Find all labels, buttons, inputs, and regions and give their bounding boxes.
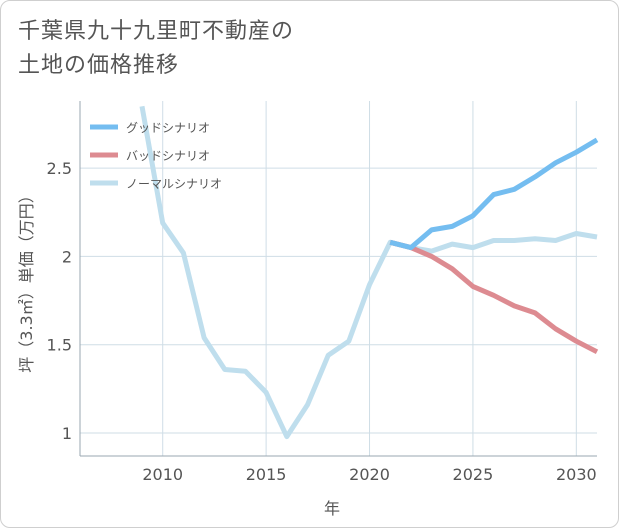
legend-label: グッドシナリオ [126,121,210,135]
series-line-0 [389,137,599,251]
legend-label: バッドシナリオ [126,149,210,163]
series-lines [139,105,599,440]
y-tick-label: 2.5 [47,159,72,178]
legend-label: ノーマルシナリオ [126,177,222,191]
chart-title: 千葉県九十九里町不動産の 土地の価格推移 [18,19,295,78]
x-tick-label: 2030 [556,465,597,484]
y-tick-label: 2 [62,247,72,266]
tick-labels: 2010 2015 2020 2025 2030 1 1.5 2 2.5 [47,159,597,484]
x-tick-label: 2020 [349,465,390,484]
x-tick-label: 2010 [142,465,183,484]
y-tick-label: 1 [62,424,72,443]
y-tick-label: 1.5 [47,336,72,355]
series-line-1 [389,239,599,355]
y-axis-label: 坪（3.3㎡）単価（万円） [17,187,36,372]
x-tick-label: 2015 [246,465,287,484]
x-tick-label: 2025 [453,465,494,484]
grid-lines [80,101,597,456]
x-axis-label: 年 [324,499,340,518]
series-line-2 [139,105,598,440]
